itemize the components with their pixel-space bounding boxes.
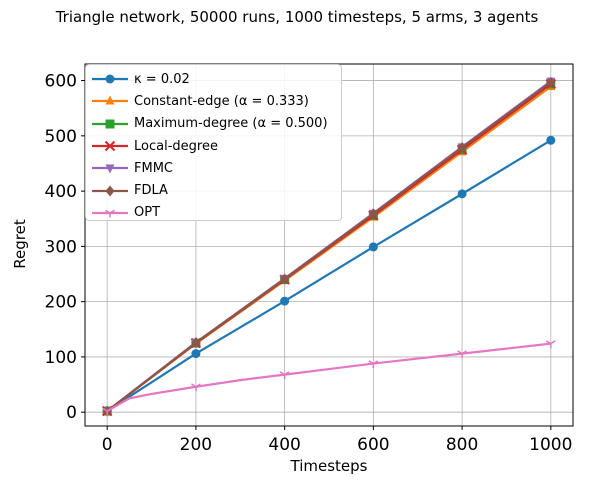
data-point (457, 141, 467, 153)
y-tick-label: 200 (45, 293, 77, 313)
legend-label: OPT (134, 205, 161, 221)
y-tick-label: 600 (45, 72, 77, 92)
x-tick-label: 400 (268, 435, 300, 455)
y-tick-label: 300 (45, 237, 77, 257)
x-tick-label: 800 (446, 435, 478, 455)
legend-item: Constant-edge (α = 0.333) (86, 90, 341, 112)
legend-swatch (92, 164, 128, 174)
data-point (457, 189, 467, 199)
legend-swatch (92, 95, 128, 105)
data-point (279, 371, 290, 380)
series-lines (101, 76, 557, 417)
data-point (105, 209, 115, 218)
data-point (104, 140, 116, 152)
legend-label: Local-degree (134, 138, 218, 154)
legend-item: OPT (86, 202, 341, 224)
legend-swatch (92, 185, 128, 197)
legend-label: Constant-edge (α = 0.333) (134, 93, 309, 109)
legend: κ = 0.02 Constant-edge (α = 0.333) Maximum… (85, 64, 342, 221)
data-point (105, 95, 115, 105)
y-tick-label: 0 (66, 403, 77, 423)
data-point (545, 340, 556, 349)
tick-labels: 0 200 400 600 800 1000 0 100 200 300 400 500 600 (45, 72, 573, 455)
data-point (105, 164, 115, 174)
legend-swatch (92, 119, 128, 129)
data-point (546, 135, 556, 145)
legend-label: FMMC (134, 160, 173, 176)
y-tick-label: 500 (45, 127, 77, 147)
data-point (280, 273, 290, 285)
data-point (368, 208, 378, 220)
legend-item: κ = 0.02 (86, 68, 341, 90)
legend-label: κ = 0.02 (134, 71, 190, 87)
legend-item: Local-degree (86, 135, 341, 157)
data-point (457, 350, 467, 359)
y-tick-label: 400 (45, 182, 77, 202)
legend-item: FMMC (86, 157, 341, 179)
data-point (546, 76, 556, 88)
legend-item: Maximum-degree (α = 0.500) (86, 113, 341, 135)
x-tick-label: 0 (102, 435, 113, 455)
y-axis-label: Regret (11, 219, 29, 269)
series-line (106, 342, 551, 413)
x-tick-label: 1000 (529, 435, 572, 455)
data-point (105, 74, 115, 84)
x-axis-label: Timesteps (290, 457, 368, 475)
series-line (106, 81, 552, 412)
legend-swatch (92, 140, 128, 152)
x-tick-label: 200 (180, 435, 212, 455)
legend-swatch (92, 209, 128, 218)
series-opt (102, 340, 556, 416)
data-point (191, 349, 201, 359)
data-point (368, 242, 378, 252)
legend-swatch (92, 74, 128, 84)
data-point (105, 119, 115, 129)
chart-title: Triangle network, 50000 runs, 1000 times… (55, 8, 539, 26)
data-point (368, 360, 379, 369)
data-point (191, 337, 201, 349)
data-point (191, 383, 201, 392)
data-point (102, 407, 113, 416)
legend-item: FDLA (86, 179, 341, 201)
y-tick-label: 100 (45, 348, 77, 368)
data-point (105, 185, 115, 197)
data-point (280, 296, 290, 306)
x-tick-label: 600 (357, 435, 389, 455)
legend-label: FDLA (134, 183, 168, 199)
series-line (106, 139, 552, 413)
legend-label: Maximum-degree (α = 0.500) (134, 116, 328, 132)
